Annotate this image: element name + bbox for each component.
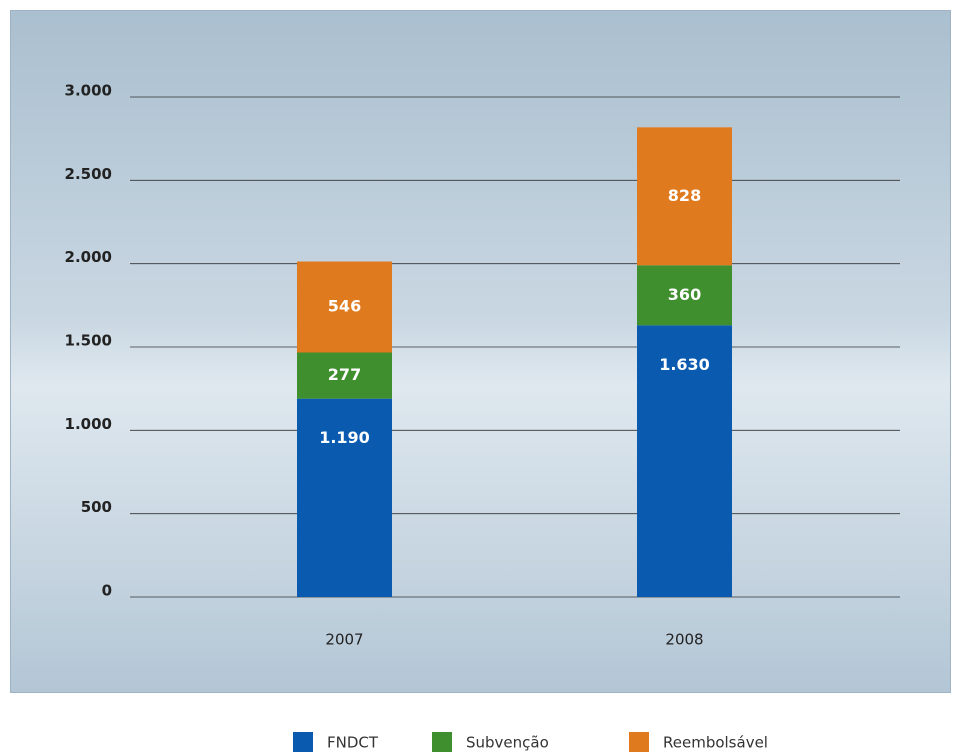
value-label: 828 (668, 186, 701, 205)
legend-label: Reembolsável (663, 734, 768, 752)
chart: 0 500 1.000 1.500 2.000 2.500 3.000 1.190 277 546… (0, 0, 961, 753)
x-tick-label: 2008 (665, 631, 703, 649)
value-label: 1.630 (659, 355, 710, 374)
y-tick-label: 1.000 (65, 415, 112, 433)
y-tick-label: 3.000 (65, 82, 112, 100)
legend-label: FNDCT (327, 734, 379, 752)
value-label: 360 (668, 285, 701, 304)
plot-background (11, 11, 951, 693)
y-tick-label: 2.000 (65, 248, 112, 266)
y-tick-label: 2.500 (65, 165, 112, 183)
y-tick-label: 0 (102, 582, 112, 600)
legend-swatch (629, 732, 649, 752)
value-label: 1.190 (319, 428, 370, 447)
y-tick-label: 1.500 (65, 332, 112, 350)
page: {"chart_data": {"type": "stacked-bar", "… (0, 0, 961, 753)
x-tick-label: 2007 (325, 631, 363, 649)
value-label: 546 (328, 297, 361, 316)
legend-swatch (432, 732, 452, 752)
legend-swatch (293, 732, 313, 752)
legend-label: Subvenção (466, 734, 549, 752)
y-tick-label: 500 (81, 498, 112, 516)
value-label: 277 (328, 365, 361, 384)
